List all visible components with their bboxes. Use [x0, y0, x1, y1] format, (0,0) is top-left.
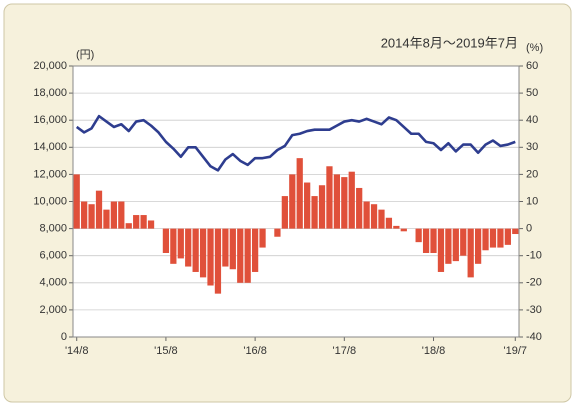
bar	[133, 215, 140, 229]
x-tick-label: '19/7	[504, 345, 528, 357]
bar	[237, 228, 244, 283]
bar	[259, 228, 266, 248]
bar	[244, 228, 251, 283]
y-tick-label: 4,000	[39, 277, 67, 289]
bar	[497, 228, 504, 248]
y2-tick-label: -20	[526, 277, 542, 289]
x-tick-label: '18/8	[422, 345, 446, 357]
bar	[103, 209, 110, 229]
bar	[118, 201, 125, 229]
y-unit: (円)	[76, 49, 94, 61]
bar	[348, 171, 355, 229]
bar	[311, 196, 318, 229]
y-tick-label: 14,000	[33, 141, 67, 153]
bar	[140, 215, 147, 229]
bar	[81, 201, 88, 229]
bar	[222, 228, 229, 267]
bar	[207, 228, 214, 286]
bar	[393, 225, 400, 229]
y2-tick-label: -10	[526, 250, 542, 262]
bar	[318, 185, 326, 229]
bar	[229, 228, 236, 270]
bar	[251, 228, 259, 272]
bar	[445, 228, 452, 264]
bar	[482, 228, 489, 251]
bar	[296, 158, 303, 229]
bar	[474, 228, 482, 264]
bar	[378, 209, 385, 229]
bar	[147, 220, 155, 229]
y2-unit: (%)	[526, 42, 543, 54]
line	[75, 114, 516, 172]
y-tick-label: 0	[61, 331, 67, 343]
y-tick-label: 2,000	[39, 304, 67, 316]
y2-tick-label: 60	[526, 60, 538, 72]
x-tick-label: '17/8	[333, 345, 357, 357]
bar	[385, 217, 393, 229]
bar	[73, 174, 80, 229]
y2-tick-label: 20	[526, 168, 538, 180]
y2-tick-label: 0	[526, 223, 532, 235]
bar	[400, 228, 407, 232]
bar	[356, 187, 363, 229]
bar	[125, 223, 132, 229]
bar	[415, 228, 422, 243]
y-tick-label: 18,000	[33, 87, 67, 99]
x-tick-label: '16/8	[243, 345, 267, 357]
y-tick-label: 10,000	[33, 195, 67, 207]
bar	[422, 228, 430, 253]
x-tick-label: '15/8	[154, 345, 178, 357]
bar	[512, 228, 519, 235]
y-tick-label: 20,000	[33, 60, 67, 72]
bar	[437, 228, 445, 272]
bar	[370, 204, 378, 229]
bar	[452, 228, 459, 262]
y-tick-label: 6,000	[39, 250, 67, 262]
bar	[214, 228, 222, 294]
bar	[95, 190, 103, 229]
bar	[304, 182, 311, 229]
bar	[192, 228, 199, 272]
bar	[162, 228, 170, 253]
y2-tick-label: 10	[526, 195, 538, 207]
y2-tick-label: -30	[526, 304, 542, 316]
bar	[177, 228, 184, 259]
y-tick-label: 12,000	[33, 168, 67, 180]
bar	[460, 228, 467, 256]
y-tick-label: 8,000	[39, 223, 67, 235]
bar	[489, 228, 497, 248]
y2-tick-label: 50	[526, 87, 538, 99]
bar	[199, 228, 207, 278]
bar	[341, 177, 348, 229]
bar	[170, 228, 177, 264]
bar	[281, 196, 288, 229]
y2-tick-label: -40	[526, 331, 542, 343]
bar	[326, 166, 333, 229]
bar	[430, 228, 437, 253]
x-tick-label: '14/8	[65, 345, 89, 357]
bar	[110, 201, 118, 229]
bar	[467, 228, 474, 278]
bar	[88, 204, 95, 229]
bar	[363, 201, 370, 229]
plot-frame	[72, 65, 520, 338]
bar	[504, 228, 511, 245]
y-tick-label: 16,000	[33, 114, 67, 126]
y2-tick-label: 40	[526, 114, 538, 126]
bar	[333, 174, 341, 229]
bar	[274, 228, 281, 237]
bar	[289, 174, 296, 229]
bar	[185, 228, 192, 267]
chart-title: 2014年8月～2019年7月	[381, 35, 518, 50]
y2-tick-label: 30	[526, 141, 538, 153]
